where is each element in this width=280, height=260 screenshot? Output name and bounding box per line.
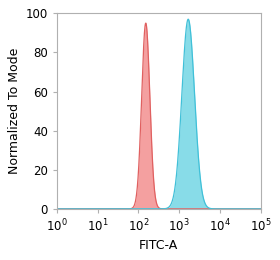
Y-axis label: Normalized To Mode: Normalized To Mode	[8, 48, 21, 174]
X-axis label: FITC-A: FITC-A	[139, 239, 178, 252]
